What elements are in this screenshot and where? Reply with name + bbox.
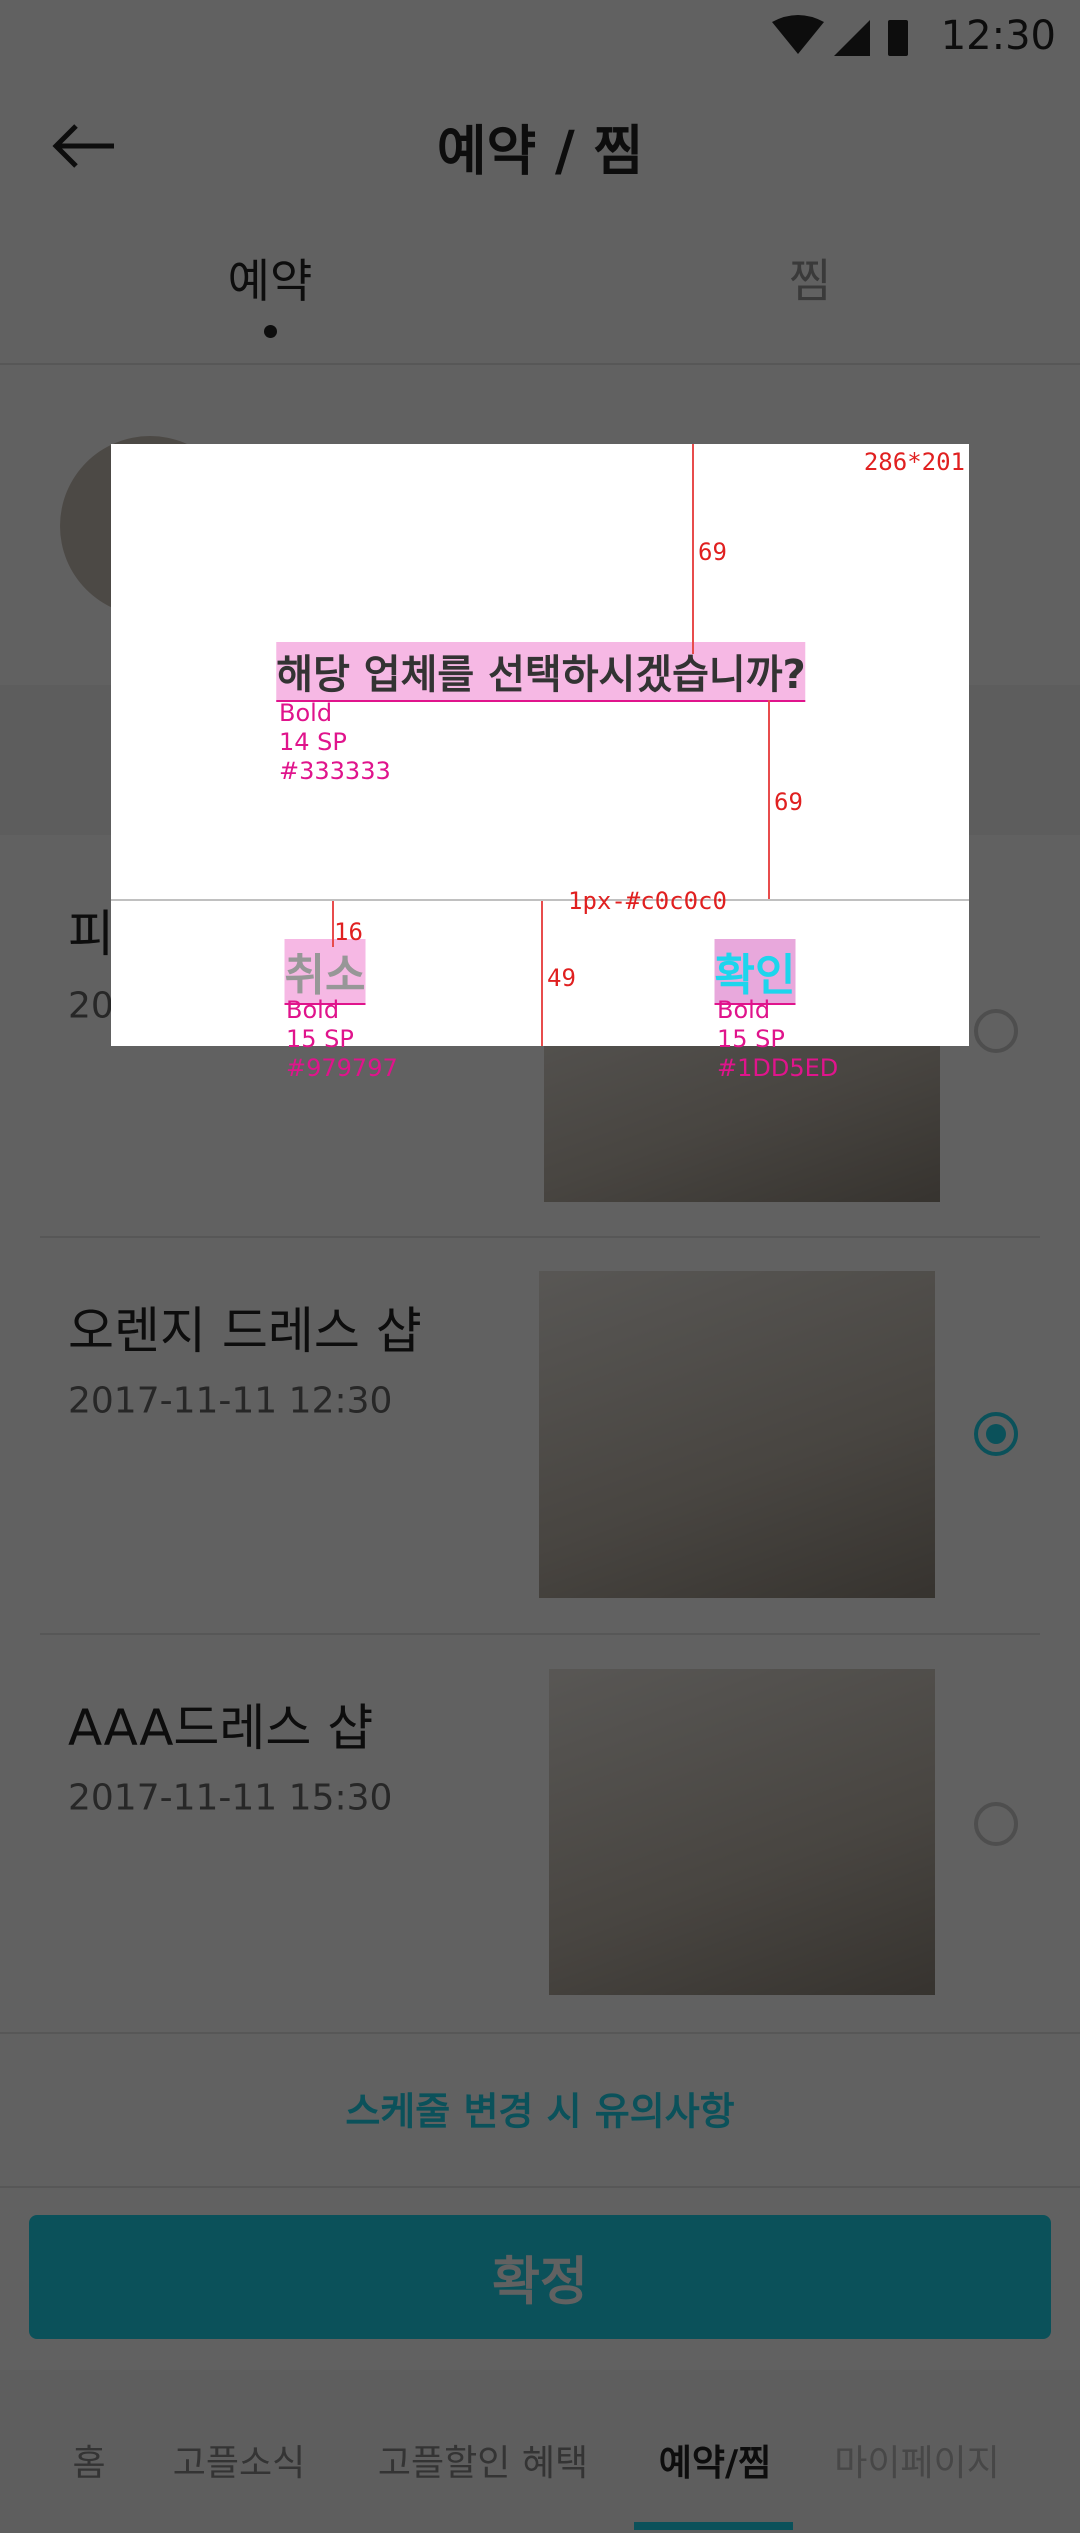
- dialog: [111, 444, 969, 1046]
- dialog-cancel[interactable]: 취소: [284, 939, 366, 1005]
- spec-line: Bold: [286, 996, 340, 1024]
- annotation: 16: [334, 918, 363, 946]
- measure-line: [692, 444, 694, 654]
- dialog-message: 해당 업체를 선택하시겠습니까?: [276, 642, 806, 702]
- annotation: 1px-#c0c0c0: [568, 887, 727, 915]
- spec-line: 14 SP: [279, 728, 347, 756]
- annotation: 69: [698, 538, 727, 566]
- annotation: 286*201: [863, 448, 965, 476]
- spec-line: Bold: [717, 996, 771, 1024]
- measure-line: [332, 901, 334, 947]
- dialog-confirm[interactable]: 확인: [714, 939, 796, 1005]
- spec: Bold 14 SP #333333: [279, 699, 391, 786]
- button-separator: [541, 901, 543, 1046]
- spec: Bold 15 SP #1DD5ED: [717, 996, 838, 1083]
- spec-line: 15 SP: [717, 1025, 785, 1053]
- spec-line: #1DD5ED: [717, 1054, 839, 1082]
- annotation: 69: [774, 788, 803, 816]
- annotation: 49: [547, 964, 576, 992]
- spec: Bold 15 SP #979797: [286, 996, 398, 1083]
- spec-line: #979797: [286, 1054, 398, 1082]
- spec-line: 15 SP: [286, 1025, 354, 1053]
- spec-line: #333333: [279, 757, 391, 785]
- spec-line: Bold: [279, 699, 333, 727]
- dialog-divider: [111, 899, 969, 901]
- measure-line: [768, 700, 770, 899]
